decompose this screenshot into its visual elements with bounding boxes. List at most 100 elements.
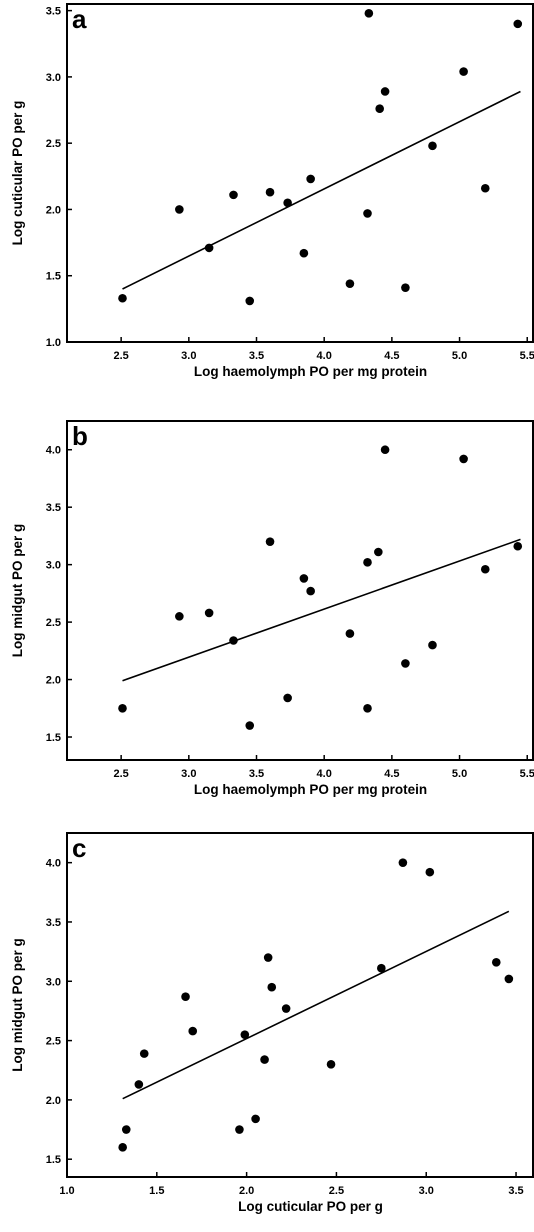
data-point	[401, 659, 410, 668]
data-point	[363, 209, 372, 218]
x-tick-label: 1.0	[59, 1185, 74, 1197]
x-tick-label: 5.0	[452, 768, 467, 780]
y-tick-label: 1.0	[46, 337, 61, 349]
data-point	[425, 867, 435, 877]
data-point	[459, 67, 468, 76]
y-tick-label: 4.0	[46, 858, 61, 870]
y-axis-label: Log midgut PO per g	[10, 938, 25, 1072]
x-axis-label: Log cuticular PO per g	[238, 1199, 383, 1214]
panel-label: c	[72, 833, 86, 863]
data-point	[374, 547, 383, 557]
regression-line	[122, 910, 510, 1100]
y-tick-label: 2.5	[46, 1036, 61, 1048]
x-tick-label: 2.5	[329, 1185, 344, 1197]
data-point	[401, 283, 410, 292]
data-point	[364, 8, 374, 18]
y-axis-label: Log midgut PO per g	[10, 524, 25, 658]
data-point	[306, 586, 315, 596]
data-point	[283, 693, 292, 703]
x-tick-label: 2.5	[113, 768, 128, 780]
y-tick-label: 3.5	[46, 6, 61, 18]
data-point	[375, 104, 384, 114]
data-point	[175, 205, 184, 214]
x-tick-label: 4.0	[317, 350, 332, 362]
data-point	[229, 190, 238, 200]
panel-label: b	[72, 421, 88, 451]
x-tick-label: 5.0	[452, 350, 467, 362]
data-point	[229, 636, 238, 645]
chart-panel-b: 1.5 2.0 2.5 3.0 3.5 4.0 2.5 3.0 3.5 4.0 4.5 5.0 5.5 L…	[10, 420, 534, 797]
data-point	[139, 1049, 149, 1058]
data-point	[283, 198, 292, 208]
panel-label: a	[72, 4, 87, 34]
y-tick-label: 3.0	[46, 560, 61, 572]
data-point	[363, 703, 372, 713]
data-point	[345, 629, 355, 638]
y-tick-label: 2.0	[46, 1095, 61, 1107]
x-tick-label: 3.5	[249, 350, 264, 362]
data-point	[428, 640, 437, 650]
data-point	[235, 1125, 244, 1134]
x-tick-label: 5.5	[520, 768, 534, 780]
data-point	[188, 1026, 198, 1036]
x-tick-label: 5.5	[520, 350, 534, 362]
data-point	[299, 248, 309, 258]
data-point	[240, 1030, 250, 1039]
data-point	[118, 1143, 127, 1152]
x-axis-label: Log haemolymph PO per mg protein	[194, 364, 427, 379]
data-point	[306, 174, 315, 184]
data-point	[513, 19, 523, 29]
plot-frame	[66, 832, 534, 1178]
y-tick-label: 1.5	[46, 732, 61, 744]
y-tick-label: 2.5	[46, 617, 61, 629]
data-point	[204, 608, 214, 618]
x-tick-label: 3.5	[249, 768, 264, 780]
x-tick-label: 3.0	[181, 768, 196, 780]
data-point	[118, 293, 127, 303]
data-point	[121, 1125, 131, 1134]
data-point	[504, 974, 514, 984]
data-point	[380, 445, 390, 455]
regression-line	[122, 90, 521, 290]
plot-frame	[66, 420, 534, 761]
x-tick-label: 2.0	[239, 1185, 254, 1197]
x-tick-label: 2.5	[113, 350, 128, 362]
data-point	[480, 183, 490, 193]
data-point	[245, 296, 255, 306]
data-point	[345, 279, 355, 288]
data-point	[260, 1055, 269, 1064]
x-tick-label: 3.0	[181, 350, 196, 362]
data-point	[377, 963, 386, 973]
x-axis-label: Log haemolymph PO per mg protein	[194, 782, 427, 797]
chart-panel-c: 1.5 2.0 2.5 3.0 3.5 4.0 1.0 1.5 2.0 2.5 3.0 3.5 Log …	[10, 832, 534, 1214]
chart-panel-a: 1.0 1.5 2.0 2.5 3.0 3.5 2.5 3.0 3.5 4.0 4.5 5.0 5.5 L…	[10, 3, 534, 379]
y-tick-label: 2.5	[46, 138, 61, 150]
data-point	[459, 454, 468, 464]
data-point	[265, 537, 275, 546]
data-point	[480, 564, 490, 574]
y-tick-label: 4.0	[46, 445, 61, 457]
data-point	[245, 721, 255, 730]
y-tick-label: 1.5	[46, 271, 61, 283]
x-tick-label: 4.0	[317, 768, 332, 780]
x-tick-label: 4.5	[384, 768, 399, 780]
y-tick-label: 2.0	[46, 204, 61, 216]
data-point	[251, 1114, 260, 1124]
data-point	[299, 574, 309, 583]
plot-frame	[66, 3, 534, 343]
data-point	[363, 558, 372, 567]
data-point	[263, 953, 273, 962]
y-tick-label: 1.5	[46, 1154, 61, 1166]
data-point	[491, 957, 501, 967]
y-tick-label: 3.0	[46, 72, 61, 84]
data-point	[265, 187, 275, 197]
data-point	[398, 858, 408, 867]
x-tick-label: 3.0	[419, 1185, 434, 1197]
x-tick-label: 4.5	[384, 350, 399, 362]
y-tick-label: 3.5	[46, 917, 61, 929]
data-point	[267, 982, 277, 992]
y-tick-label: 2.0	[46, 675, 61, 687]
regression-line	[122, 538, 521, 682]
data-point	[134, 1080, 144, 1089]
